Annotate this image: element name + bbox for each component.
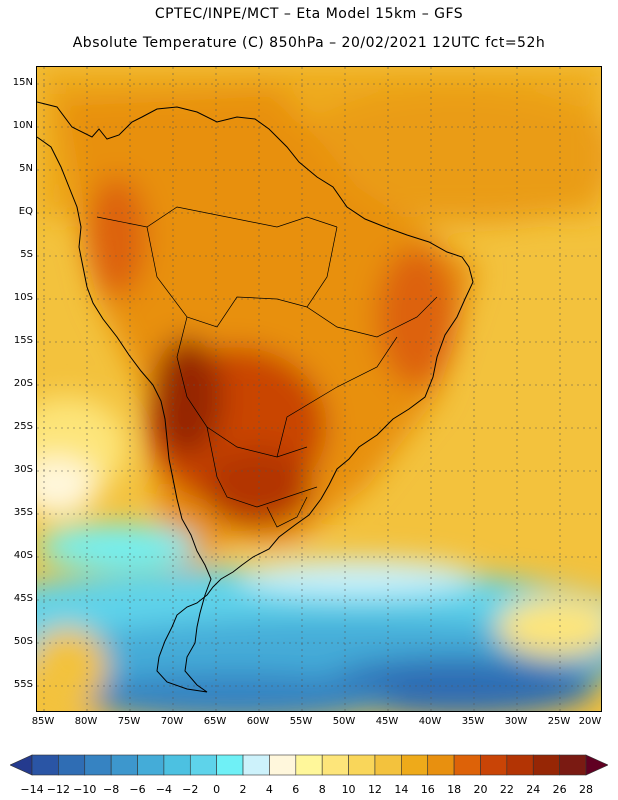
colorbar-swatch — [189, 754, 217, 776]
lat-label: 5N — [19, 163, 33, 174]
lat-label: 35S — [13, 507, 33, 518]
colorbar-swatch — [84, 754, 112, 776]
lon-label: 60W — [246, 716, 270, 727]
colorbar-tick-label: 0 — [213, 783, 221, 796]
colorbar-swatch — [242, 754, 270, 776]
colorbar-tick-label: −12 — [46, 783, 70, 796]
colorbar-tick-label: −8 — [103, 783, 120, 796]
lon-label: 40W — [418, 716, 442, 727]
colorbar-tick-label: 8 — [318, 783, 326, 796]
colorbar-tick-label: 10 — [341, 783, 356, 796]
country-borders — [96, 206, 438, 528]
map-subtitle: Absolute Temperature (C) 850hPa – 20/02/… — [72, 35, 546, 51]
colorbar-swatch — [401, 754, 429, 776]
lon-label: 70W — [160, 716, 184, 727]
lat-label: 10N — [12, 120, 33, 131]
lat-label: 40S — [13, 550, 33, 561]
colorbar-tick-label: −4 — [155, 783, 172, 796]
colorbar-tick-label: 22 — [499, 783, 514, 796]
colorbar-swatch — [480, 754, 508, 776]
colorbar-tick-label: 4 — [265, 783, 273, 796]
colorbar-swatch — [216, 754, 244, 776]
lat-label: 15S — [13, 335, 33, 346]
colorbar-swatch — [453, 754, 481, 776]
lon-label: 35W — [461, 716, 485, 727]
lat-label: 5S — [20, 249, 33, 260]
lon-label: 20W — [578, 716, 602, 727]
colorbar-swatch — [321, 754, 349, 776]
lat-label: 10S — [13, 292, 33, 303]
colorbar-tick-label: 6 — [292, 783, 300, 796]
colorbar-swatch — [374, 754, 402, 776]
lat-label: 20S — [13, 378, 33, 389]
colorbar-tick-label: −2 — [182, 783, 199, 796]
colorbar-swatch — [348, 754, 376, 776]
lon-label: 80W — [74, 716, 98, 727]
lat-label: 30S — [13, 464, 33, 475]
lon-label: 45W — [375, 716, 399, 727]
colorbar-tick-label: 26 — [552, 783, 567, 796]
colorbar-tick-label: −10 — [73, 783, 97, 796]
lat-label: 25S — [13, 421, 33, 432]
lat-label: 50S — [13, 636, 33, 647]
colorbar-max-triangle — [585, 754, 608, 776]
colorbar-swatch — [110, 754, 138, 776]
colorbar-tick-label: 2 — [239, 783, 247, 796]
south-america-coastline — [37, 101, 474, 693]
colorbar-swatch — [163, 754, 191, 776]
colorbar-swatch — [559, 754, 587, 776]
lon-label: 50W — [332, 716, 356, 727]
lon-label: 65W — [203, 716, 227, 727]
lon-label: 25W — [547, 716, 571, 727]
colorbar-swatch — [427, 754, 455, 776]
map-canvas — [37, 67, 601, 711]
lon-label: 55W — [289, 716, 313, 727]
colorbar-tick-label: −6 — [129, 783, 146, 796]
lat-label: 45S — [13, 593, 33, 604]
map-title: CPTEC/INPE/MCT – Eta Model 15km – GFS — [154, 6, 464, 22]
colorbar-tick-label: 28 — [579, 783, 593, 796]
colorbar-tick-label: −14 — [20, 783, 44, 796]
colorbar-swatch — [532, 754, 560, 776]
colorbar-tick-label: 14 — [394, 783, 409, 796]
colorbar-min-triangle — [10, 754, 33, 776]
lon-label: 30W — [504, 716, 528, 727]
lat-lon-grid — [37, 67, 601, 711]
colorbar-swatch — [58, 754, 86, 776]
colorbar-swatch — [269, 754, 297, 776]
colorbar-tick-label: 20 — [473, 783, 488, 796]
colorbar-tick-label: 18 — [447, 783, 462, 796]
colorbar-swatch — [295, 754, 323, 776]
colorbar-swatch — [506, 754, 534, 776]
lat-label: 15N — [12, 77, 33, 88]
temperature-colorbar — [10, 754, 608, 776]
colorbar-swatch — [137, 754, 165, 776]
colorbar-tick-label: 24 — [526, 783, 541, 796]
lon-label: 75W — [117, 716, 141, 727]
colorbar-tick-label: 12 — [367, 783, 382, 796]
lon-label: 85W — [31, 716, 55, 727]
lat-label: EQ — [18, 206, 33, 217]
temperature-map — [36, 66, 602, 712]
colorbar-swatch — [31, 754, 59, 776]
colorbar-tick-label: 16 — [420, 783, 435, 796]
lat-label: 55S — [13, 679, 33, 690]
